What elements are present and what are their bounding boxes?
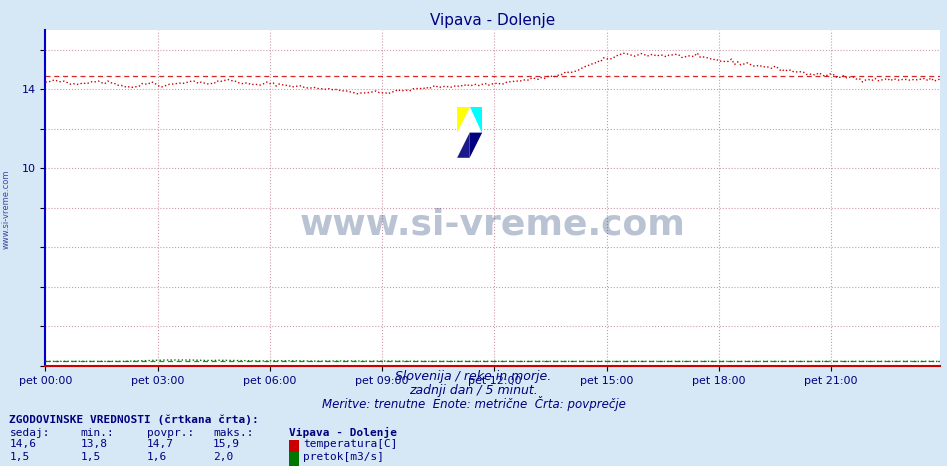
Polygon shape [457,108,470,133]
Text: Slovenija / reke in morje.: Slovenija / reke in morje. [396,370,551,383]
Text: Vipava - Dolenje: Vipava - Dolenje [289,427,397,438]
Text: www.si-vreme.com: www.si-vreme.com [2,170,11,249]
Text: ZGODOVINSKE VREDNOSTI (črtkana črta):: ZGODOVINSKE VREDNOSTI (črtkana črta): [9,415,259,425]
Text: 13,8: 13,8 [80,439,108,449]
Text: povpr.:: povpr.: [147,428,194,438]
Text: zadnji dan / 5 minut.: zadnji dan / 5 minut. [409,384,538,397]
Text: min.:: min.: [80,428,115,438]
Text: pretok[m3/s]: pretok[m3/s] [303,452,384,462]
Text: maks.:: maks.: [213,428,254,438]
Text: 15,9: 15,9 [213,439,241,449]
Title: Vipava - Dolenje: Vipava - Dolenje [430,13,556,28]
Text: 1,6: 1,6 [147,452,167,462]
Text: temperatura[C]: temperatura[C] [303,439,398,449]
Text: 2,0: 2,0 [213,452,233,462]
Polygon shape [457,133,470,158]
Text: 1,5: 1,5 [9,452,29,462]
Text: 14,7: 14,7 [147,439,174,449]
Text: 14,6: 14,6 [9,439,37,449]
Text: Meritve: trenutne  Enote: metrične  Črta: povprečje: Meritve: trenutne Enote: metrične Črta: … [322,396,625,411]
Text: www.si-vreme.com: www.si-vreme.com [300,208,686,242]
Text: 1,5: 1,5 [80,452,100,462]
Polygon shape [470,108,482,133]
Text: sedaj:: sedaj: [9,428,50,438]
Polygon shape [470,133,482,158]
